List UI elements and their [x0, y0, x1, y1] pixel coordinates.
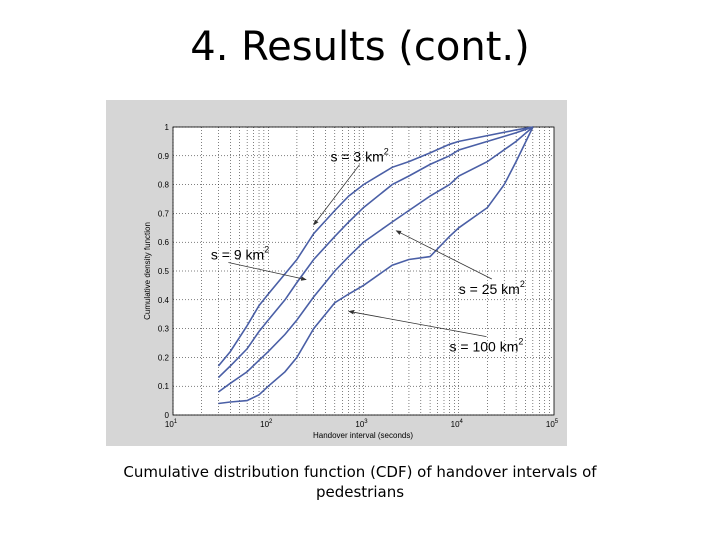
figure-caption: Cumulative distribution function (CDF) o…: [123, 463, 597, 501]
y-tick-label: 0.5: [158, 267, 170, 276]
x-tick-label: 101: [165, 419, 178, 429]
annotation-label-1: s = 3 km2: [330, 147, 388, 165]
annotations: s = 3 km2 s = 9 km2 s = 25 km2 s = 100 km2: [211, 147, 525, 355]
x-tick-label: 103: [355, 419, 368, 429]
y-tick-label: 0.3: [158, 325, 170, 334]
y-tick-label: 0.2: [158, 353, 170, 362]
x-tick-label: 102: [260, 419, 273, 429]
y-tick-label: 1: [165, 123, 170, 132]
annotation-arrow-3: [395, 230, 492, 280]
series-line-4: [218, 126, 534, 405]
annotation-label-4: s = 100 km2: [450, 337, 524, 355]
annotation-arrow-4: [348, 310, 487, 338]
x-tick-label: 104: [451, 419, 464, 429]
chart-figure: 0 0.1 0.2 0.3 0.4 0.5 0.6 0.7 0.8 0.9 1 101 102 103 10…: [106, 100, 567, 446]
annotation-label-2: s = 9 km2: [211, 244, 269, 262]
annotation-label-3: s = 25 km2: [459, 279, 525, 297]
cdf-chart: 0 0.1 0.2 0.3 0.4 0.5 0.6 0.7 0.8 0.9 1 101 102 103 10…: [143, 123, 559, 440]
y-tick-label: 0.9: [158, 152, 170, 161]
y-tick-label: 0.7: [158, 209, 170, 218]
y-tick-label: 0.4: [158, 296, 170, 305]
x-axis-label: Handover interval (seconds): [313, 431, 413, 440]
series-line-2: [217, 126, 534, 379]
axis-ticks: 0 0.1 0.2 0.3 0.4 0.5 0.6 0.7 0.8 0.9 1 101 102 103 10…: [158, 123, 559, 429]
y-axis-label: Cumulative density function: [143, 222, 152, 320]
annotation-arrow-1: [313, 164, 360, 226]
x-tick-label: 105: [546, 419, 559, 429]
y-tick-label: 0.8: [158, 181, 170, 190]
annotation-arrow-2: [228, 262, 307, 281]
series-lines: [217, 126, 534, 405]
y-tick-label: 0.1: [158, 382, 170, 391]
y-tick-label: 0.6: [158, 238, 170, 247]
y-tick-label: 0: [165, 411, 170, 420]
series-line-1: [217, 126, 534, 367]
series-line-3: [217, 126, 534, 393]
slide-title: 4. Results (cont.): [190, 24, 530, 70]
